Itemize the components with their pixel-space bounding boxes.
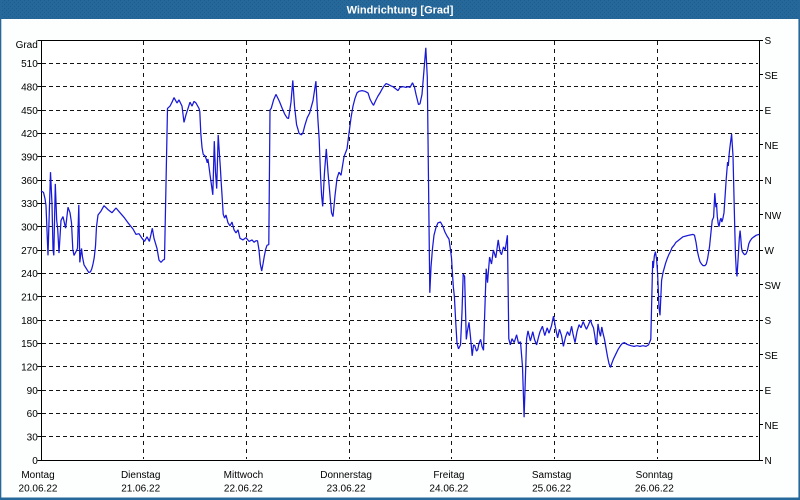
svg-text:SE: SE: [765, 71, 779, 82]
svg-text:390: 390: [21, 153, 38, 164]
svg-text:24.06.22: 24.06.22: [429, 483, 468, 494]
svg-text:SE: SE: [765, 351, 779, 362]
svg-text:Sonntag: Sonntag: [636, 470, 673, 481]
svg-text:Montag: Montag: [21, 470, 54, 481]
svg-text:Mittwoch: Mittwoch: [224, 470, 263, 481]
svg-text:W: W: [765, 246, 775, 257]
svg-text:S: S: [765, 316, 772, 327]
svg-text:180: 180: [21, 316, 38, 327]
svg-text:NW: NW: [765, 211, 782, 222]
svg-text:360: 360: [21, 176, 38, 187]
svg-text:NE: NE: [765, 141, 779, 152]
svg-text:150: 150: [21, 339, 38, 350]
svg-text:25.06.22: 25.06.22: [532, 483, 571, 494]
svg-text:510: 510: [21, 59, 38, 70]
svg-text:0: 0: [32, 456, 38, 467]
svg-text:Dienstag: Dienstag: [121, 470, 160, 481]
svg-text:SW: SW: [765, 281, 782, 292]
svg-text:450: 450: [21, 106, 38, 117]
svg-text:21.06.22: 21.06.22: [121, 483, 160, 494]
svg-text:60: 60: [27, 409, 39, 420]
svg-text:270: 270: [21, 246, 38, 257]
svg-text:26.06.22: 26.06.22: [635, 483, 674, 494]
svg-text:Freitag: Freitag: [433, 470, 464, 481]
svg-text:Donnerstag: Donnerstag: [320, 470, 372, 481]
svg-text:480: 480: [21, 83, 38, 94]
svg-text:20.06.22: 20.06.22: [19, 483, 58, 494]
svg-text:N: N: [765, 456, 772, 467]
svg-text:30: 30: [27, 433, 39, 444]
svg-text:330: 330: [21, 199, 38, 210]
svg-text:E: E: [765, 386, 772, 397]
svg-text:420: 420: [21, 129, 38, 140]
svg-text:23.06.22: 23.06.22: [327, 483, 366, 494]
svg-text:N: N: [765, 176, 772, 187]
svg-text:E: E: [765, 106, 772, 117]
svg-text:Windrichtung [Grad]: Windrichtung [Grad]: [347, 5, 454, 17]
svg-text:S: S: [765, 36, 772, 47]
svg-text:NE: NE: [765, 421, 779, 432]
svg-text:Grad: Grad: [16, 40, 38, 51]
svg-text:300: 300: [21, 223, 38, 234]
svg-text:240: 240: [21, 269, 38, 280]
svg-text:210: 210: [21, 293, 38, 304]
svg-text:120: 120: [21, 363, 38, 374]
svg-text:90: 90: [27, 386, 39, 397]
svg-text:Samstag: Samstag: [532, 470, 571, 481]
svg-text:22.06.22: 22.06.22: [224, 483, 263, 494]
